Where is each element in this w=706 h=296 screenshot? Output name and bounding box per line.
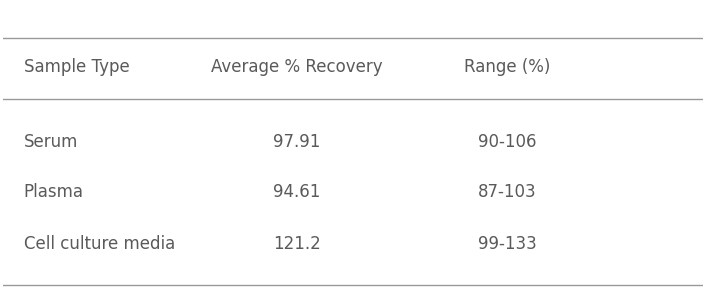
Text: 99-133: 99-133 [478, 235, 537, 253]
Text: 97.91: 97.91 [273, 133, 321, 151]
Text: Range (%): Range (%) [464, 58, 550, 76]
Text: Average % Recovery: Average % Recovery [211, 58, 383, 76]
Text: Plasma: Plasma [24, 183, 84, 201]
Text: 121.2: 121.2 [273, 235, 321, 253]
Text: 87-103: 87-103 [478, 183, 537, 201]
Text: Sample Type: Sample Type [24, 58, 129, 76]
Text: Serum: Serum [24, 133, 78, 151]
Text: 90-106: 90-106 [478, 133, 537, 151]
Text: Cell culture media: Cell culture media [24, 235, 175, 253]
Text: 94.61: 94.61 [273, 183, 321, 201]
